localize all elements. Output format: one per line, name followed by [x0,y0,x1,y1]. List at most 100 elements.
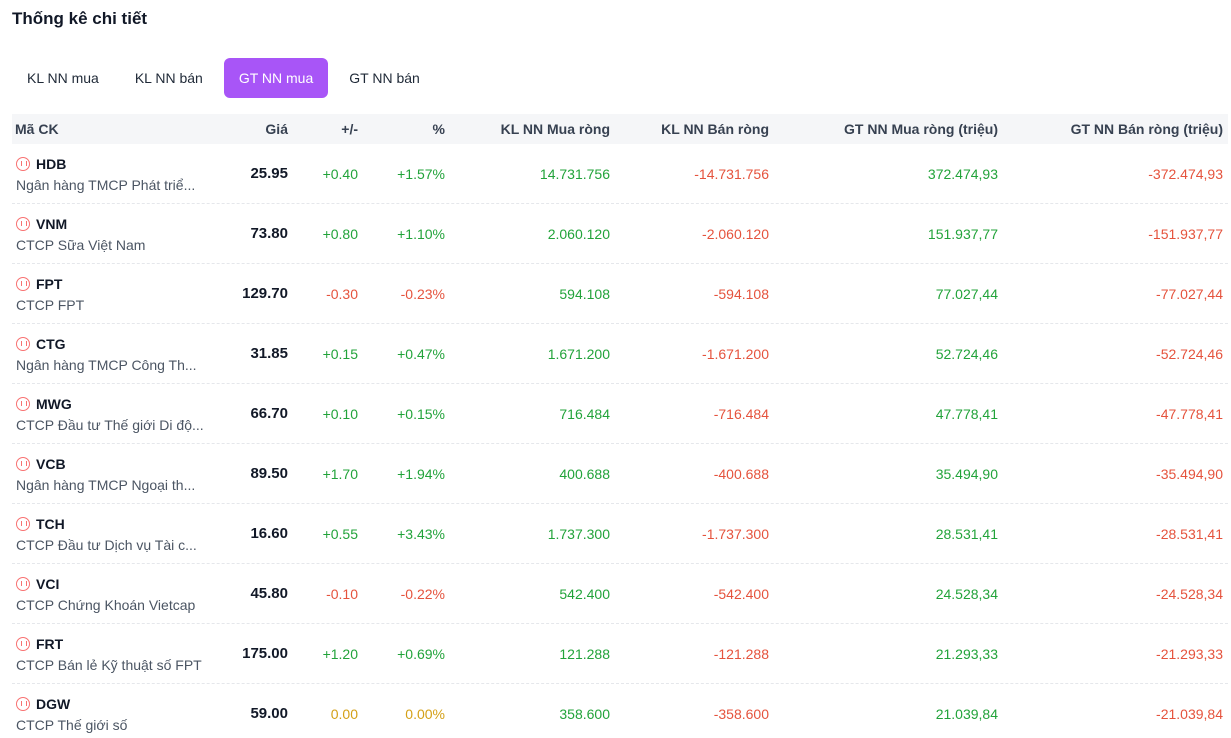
symbol-cell[interactable]: FRT CTCP Bán lẻ Kỹ thuật số FPT [12,635,210,673]
tab-bar: KL NN mua KL NN bán GT NN mua GT NN bán [12,58,441,98]
symbol-cell[interactable]: VNM CTCP Sữa Việt Nam [12,215,210,253]
percent-cell: +3.43% [397,525,445,542]
price-cell: 175.00 [242,645,288,662]
tab-kl-nn-mua[interactable]: KL NN mua [27,70,99,86]
percent-cell: +0.15% [397,405,445,422]
kl-sell-cell: -400.688 [713,465,769,482]
change-cell: 0.00 [330,705,358,722]
gt-sell-cell: -52.724,46 [1156,345,1223,362]
column-header-gt-buy[interactable]: GT NN Mua ròng (triệu) [844,121,998,137]
percent-cell: +0.69% [397,645,445,662]
pause-circle-icon [16,576,30,591]
symbol-cell[interactable]: TCH CTCP Đầu tư Dịch vụ Tài c... [12,515,210,553]
gt-buy-cell: 151.937,77 [927,225,998,242]
table-row[interactable]: DGW CTCP Thế giới số 59.00 0.00 0.00% 35… [12,684,1228,738]
symbol-cell[interactable]: VCI CTCP Chứng Khoán Vietcap [12,575,210,613]
pause-circle-icon [16,216,30,231]
table-row[interactable]: FPT CTCP FPT 129.70 -0.30 -0.23% 594.108… [12,264,1228,324]
company-name: CTCP FPT [16,296,85,313]
stock-code[interactable]: VCB [36,455,66,472]
kl-buy-cell: 1.671.200 [547,345,610,362]
gt-sell-cell: -28.531,41 [1156,525,1223,542]
change-cell: -0.30 [326,285,358,302]
price-cell: 45.80 [250,585,288,602]
kl-sell-cell: -542.400 [713,585,769,602]
gt-sell-cell: -151.937,77 [1148,225,1223,242]
stock-code[interactable]: FPT [36,275,63,292]
price-cell: 66.70 [250,405,288,422]
percent-cell: +1.10% [397,225,445,242]
column-header-percent[interactable]: % [432,121,445,137]
change-cell: +0.10 [322,405,358,422]
gt-sell-cell: -21.039,84 [1156,705,1223,722]
column-header-symbol[interactable]: Mã CK [15,121,59,137]
table-row[interactable]: HDB Ngân hàng TMCP Phát triể... 25.95 +0… [12,144,1228,204]
company-name: CTCP Sữa Việt Nam [16,236,146,253]
change-cell: +0.55 [322,525,358,542]
price-cell: 73.80 [250,225,288,242]
table-row[interactable]: CTG Ngân hàng TMCP Công Th... 31.85 +0.1… [12,324,1228,384]
stock-code[interactable]: VNM [36,215,68,232]
company-name: Ngân hàng TMCP Ngoại th... [16,476,196,493]
gt-buy-cell: 28.531,41 [935,525,998,542]
symbol-cell[interactable]: DGW CTCP Thế giới số [12,695,210,733]
percent-cell: -0.23% [400,285,445,302]
table-row[interactable]: VNM CTCP Sữa Việt Nam 73.80 +0.80 +1.10%… [12,204,1228,264]
stock-code[interactable]: FRT [36,635,64,652]
table-header: Mã CK Giá +/- % KL NN Mua ròng KL NN Bán… [12,114,1228,144]
stock-code[interactable]: VCI [36,575,60,592]
stock-code[interactable]: DGW [36,695,71,712]
stock-code[interactable]: CTG [36,335,66,352]
gt-sell-cell: -21.293,33 [1156,645,1223,662]
pause-circle-icon [16,156,30,171]
symbol-cell[interactable]: MWG CTCP Đầu tư Thế giới Di độ... [12,395,210,433]
symbol-cell[interactable]: CTG Ngân hàng TMCP Công Th... [12,335,210,373]
table-row[interactable]: TCH CTCP Đầu tư Dịch vụ Tài c... 16.60 +… [12,504,1228,564]
table-row[interactable]: MWG CTCP Đầu tư Thế giới Di độ... 66.70 … [12,384,1228,444]
gt-buy-cell: 52.724,46 [935,345,998,362]
kl-sell-cell: -358.600 [713,705,769,722]
symbol-cell[interactable]: VCB Ngân hàng TMCP Ngoại th... [12,455,210,493]
price-cell: 25.95 [250,165,288,182]
kl-buy-cell: 542.400 [559,585,610,602]
company-name: CTCP Đầu tư Thế giới Di độ... [16,416,204,433]
kl-buy-cell: 400.688 [559,465,610,482]
column-header-price[interactable]: Giá [265,121,288,137]
stock-code[interactable]: MWG [36,395,72,412]
gt-buy-cell: 35.494,90 [935,465,998,482]
symbol-cell[interactable]: HDB Ngân hàng TMCP Phát triể... [12,155,210,193]
stock-code[interactable]: TCH [36,515,65,532]
change-cell: +0.40 [322,165,358,182]
column-header-kl-buy[interactable]: KL NN Mua ròng [500,121,610,137]
kl-buy-cell: 594.108 [559,285,610,302]
price-cell: 31.85 [250,345,288,362]
table-row[interactable]: VCB Ngân hàng TMCP Ngoại th... 89.50 +1.… [12,444,1228,504]
column-header-kl-sell[interactable]: KL NN Bán ròng [661,121,769,137]
table-row[interactable]: VCI CTCP Chứng Khoán Vietcap 45.80 -0.10… [12,564,1228,624]
tab-gt-nn-ban[interactable]: GT NN bán [349,70,420,86]
foreign-trading-table: Mã CK Giá +/- % KL NN Mua ròng KL NN Bán… [12,114,1228,738]
tab-gt-nn-mua[interactable]: GT NN mua [223,58,329,98]
pause-circle-icon [16,516,30,531]
percent-cell: +1.94% [397,465,445,482]
symbol-cell[interactable]: FPT CTCP FPT [12,275,210,313]
gt-buy-cell: 77.027,44 [935,285,998,302]
stock-code[interactable]: HDB [36,155,67,172]
price-cell: 129.70 [242,285,288,302]
change-cell: +1.70 [322,465,358,482]
kl-sell-cell: -2.060.120 [702,225,769,242]
pause-circle-icon [16,396,30,411]
company-name: Ngân hàng TMCP Phát triể... [16,176,196,193]
column-header-change[interactable]: +/- [341,121,358,137]
company-name: Ngân hàng TMCP Công Th... [16,356,197,373]
kl-buy-cell: 716.484 [559,405,610,422]
table-row[interactable]: FRT CTCP Bán lẻ Kỹ thuật số FPT 175.00 +… [12,624,1228,684]
pause-circle-icon [16,636,30,651]
percent-cell: +1.57% [397,165,445,182]
company-name: CTCP Đầu tư Dịch vụ Tài c... [16,536,197,553]
kl-buy-cell: 1.737.300 [547,525,610,542]
gt-sell-cell: -24.528,34 [1156,585,1223,602]
tab-kl-nn-ban[interactable]: KL NN bán [134,70,203,86]
column-header-gt-sell[interactable]: GT NN Bán ròng (triệu) [1070,121,1223,137]
pause-circle-icon [16,456,30,471]
